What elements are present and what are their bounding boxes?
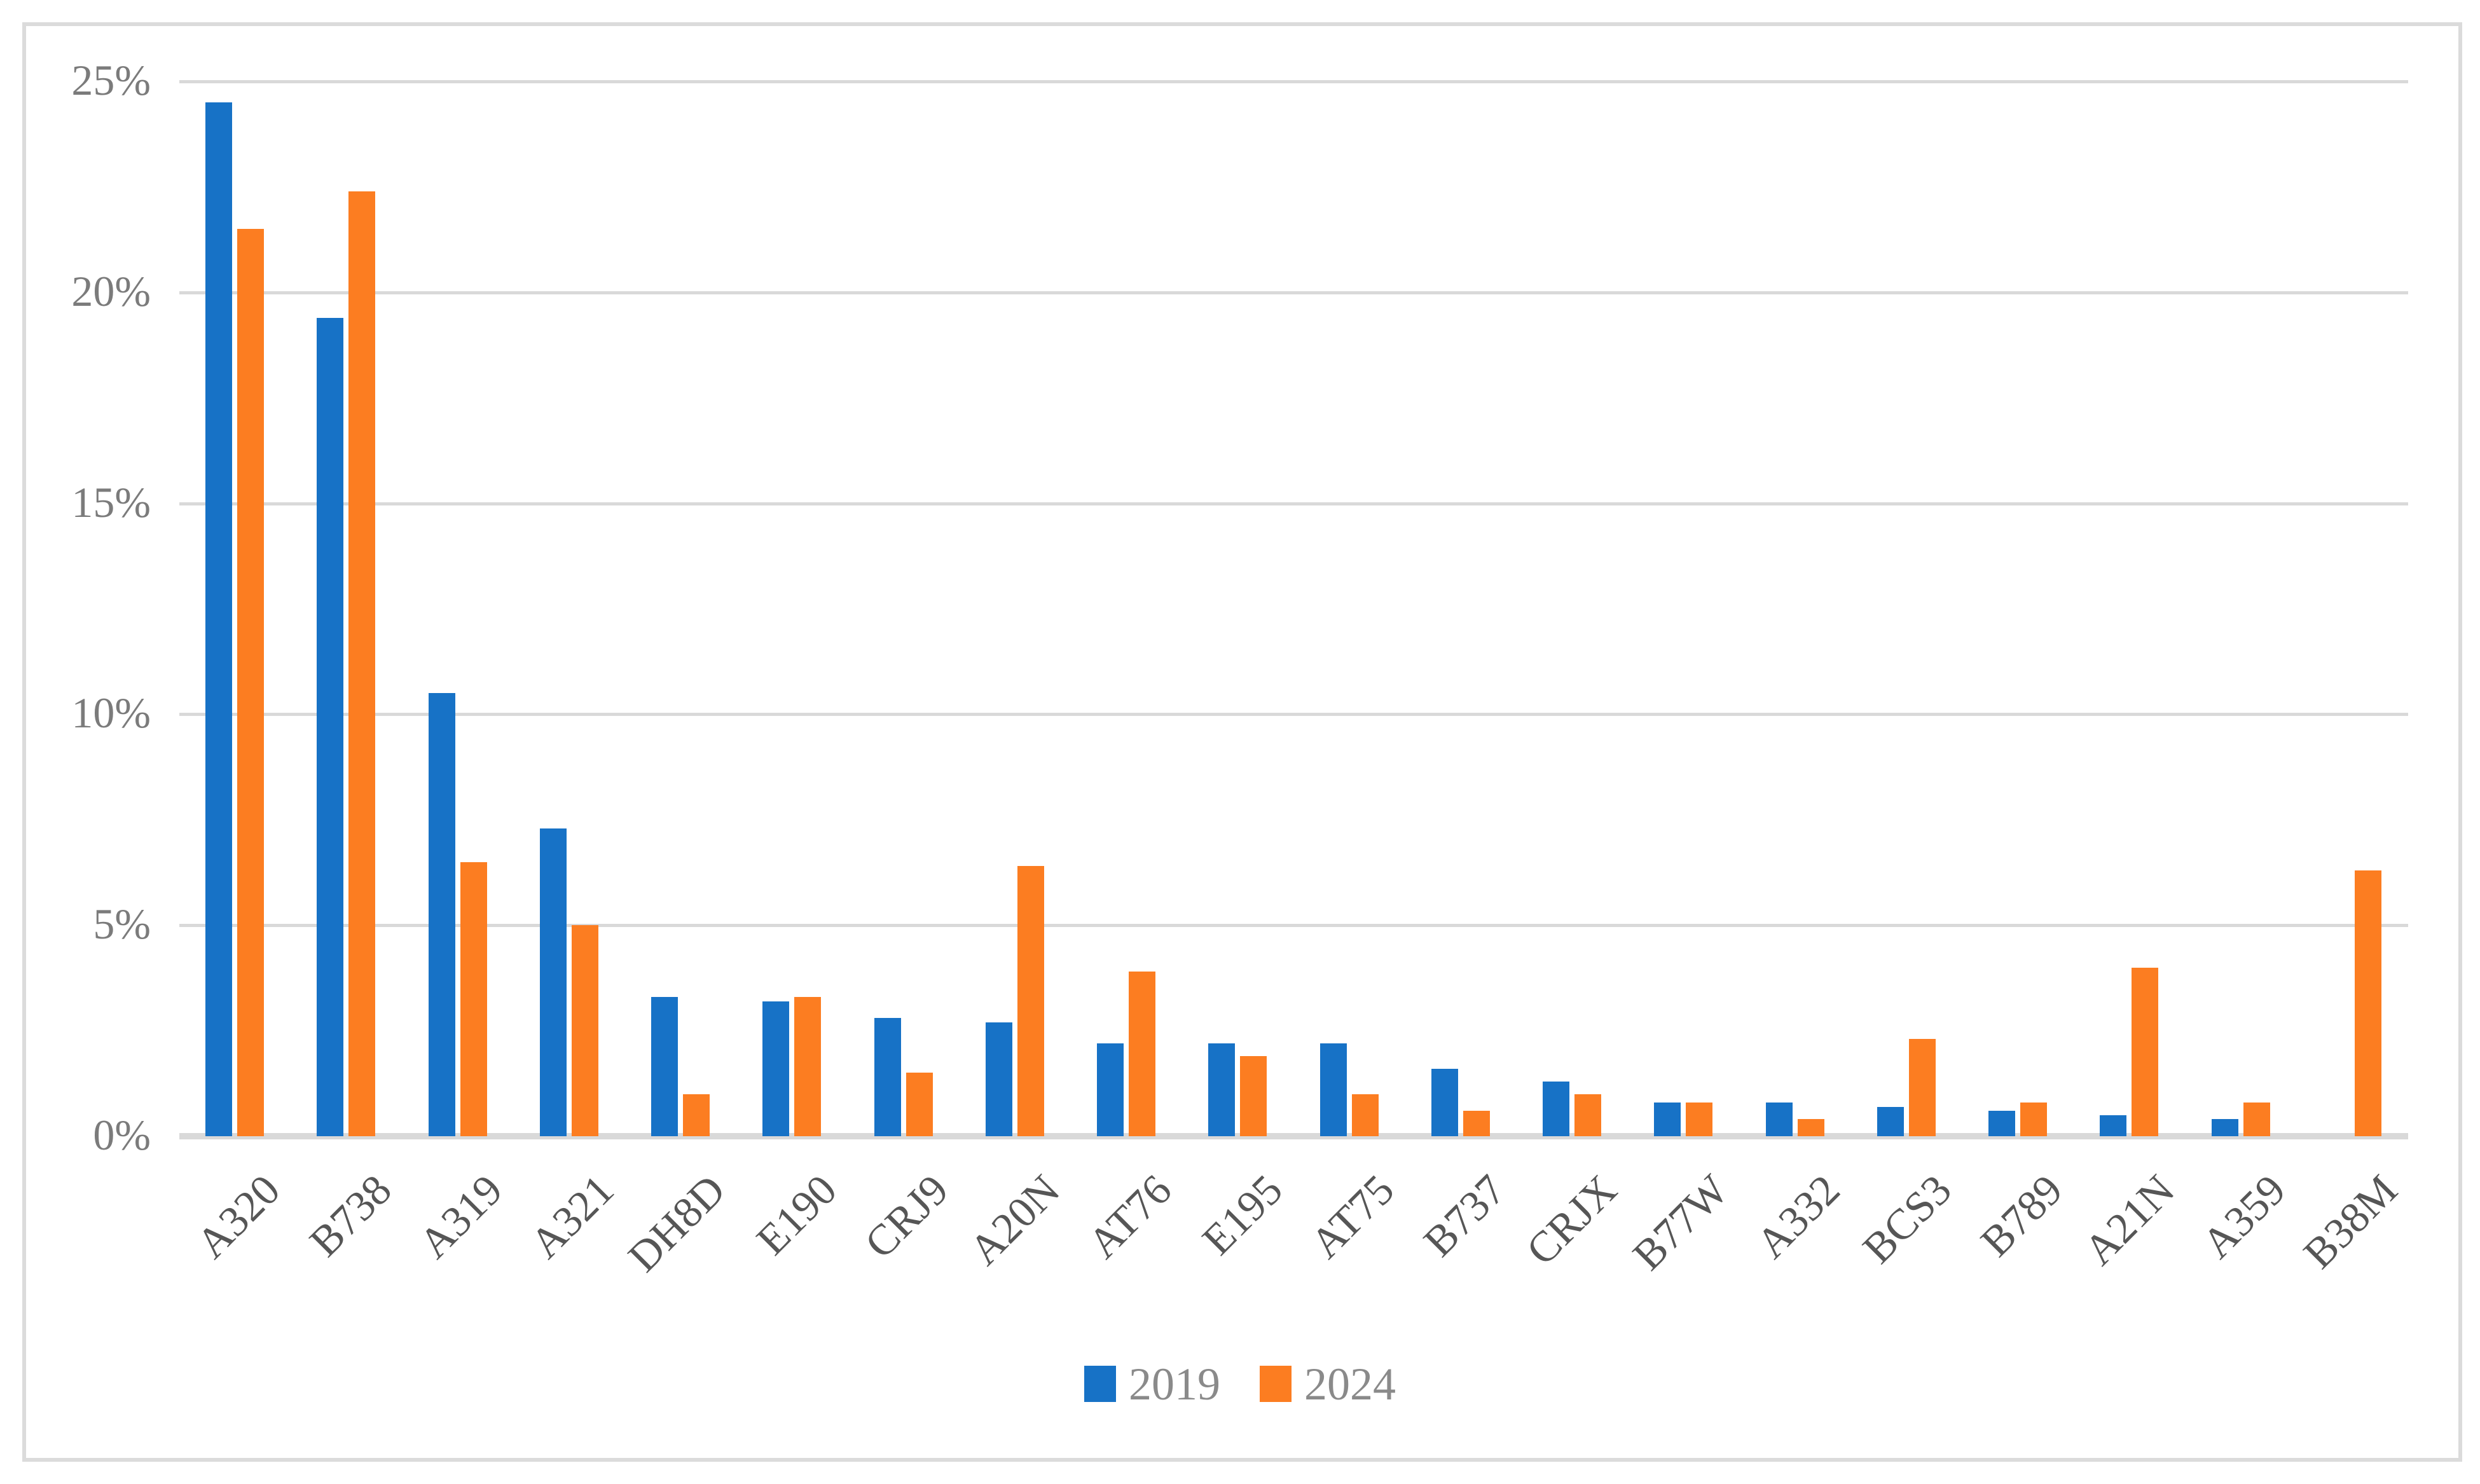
bar-2024-B789: [2020, 1102, 2047, 1136]
legend: 2019 2024: [0, 1361, 2480, 1408]
y-tick-label-20%: 20%: [71, 266, 151, 315]
bar-2019-CRJX: [1543, 1081, 1569, 1136]
bar-2024-B737: [1463, 1111, 1490, 1136]
bar-2024-DH8D: [683, 1094, 710, 1136]
x-axis-labels: A320 B738 A319 A321 DH8D E190 CRJ9 A20N AT76 E195…: [179, 1165, 2408, 1394]
x-tick-label-A359: A359: [2192, 1165, 2295, 1268]
chart-border-frame: [22, 22, 2462, 1462]
bar-2019-A319: [428, 693, 455, 1136]
x-tick-label-A332: A332: [1746, 1165, 1849, 1268]
bar-2024-B738: [348, 191, 376, 1136]
x-tick-label-B77W: B77W: [1623, 1165, 1738, 1279]
x-tick-label-A21N: A21N: [2074, 1165, 2184, 1274]
x-tick-label-A20N: A20N: [960, 1165, 1069, 1274]
x-tick-label-A320: A320: [186, 1165, 289, 1268]
x-tick-label-AT76: AT76: [1078, 1165, 1181, 1268]
bar-2019-BCS3: [1877, 1106, 1904, 1136]
x-tick-label-B737: B737: [1414, 1165, 1515, 1266]
bar-2024-A332: [1797, 1119, 1824, 1136]
x-tick-label-AT75: AT75: [1300, 1165, 1403, 1268]
bar-2019-CRJ9: [874, 1018, 901, 1136]
bar-2024-CRJX: [1574, 1094, 1601, 1136]
bar-2019-AT76: [1097, 1043, 1124, 1136]
y-tick-label-15%: 15%: [71, 477, 151, 526]
x-tick-label-E190: E190: [747, 1165, 846, 1264]
x-tick-label-B738: B738: [300, 1165, 401, 1266]
bar-2019-A320: [205, 102, 232, 1136]
x-tick-label-B38M: B38M: [2294, 1165, 2406, 1278]
bar-2024-A319: [460, 862, 487, 1136]
x-tick-label-A319: A319: [409, 1165, 512, 1268]
bar-2024-B38M: [2354, 870, 2381, 1136]
x-tick-label-A321: A321: [521, 1165, 623, 1268]
bar-2019-A321: [539, 828, 567, 1136]
bar-2024-E195: [1240, 1055, 1267, 1136]
legend-item-2019: 2019: [1084, 1361, 1220, 1408]
bar-2024-A321: [571, 925, 598, 1136]
legend-swatch-2024: [1260, 1366, 1292, 1402]
bar-2019-AT75: [1319, 1043, 1347, 1136]
bar-2024-AT75: [1351, 1094, 1379, 1136]
legend-swatch-2019: [1084, 1366, 1116, 1402]
bar-2019-E195: [1208, 1043, 1236, 1136]
bar-2024-A20N: [1017, 866, 1044, 1136]
y-tick-label-5%: 5%: [93, 900, 151, 949]
gridline-10%: [179, 713, 2408, 717]
x-tick-label-E195: E195: [1193, 1165, 1292, 1264]
bar-2019-B738: [317, 317, 344, 1136]
legend-label-2024: 2024: [1304, 1359, 1396, 1410]
bar-2019-B789: [1988, 1111, 2015, 1136]
y-axis: 0% 5% 10% 15% 20% 25%: [0, 56, 151, 1159]
bar-2019-DH8D: [651, 997, 678, 1136]
y-tick-label-25%: 25%: [71, 55, 151, 104]
y-tick-label-0%: 0%: [93, 1110, 151, 1159]
plot-area: [179, 80, 2408, 1139]
bar-2019-E190: [762, 1001, 790, 1136]
y-tick-label-10%: 10%: [71, 689, 151, 738]
bar-2024-A21N: [2132, 967, 2159, 1136]
gridline-5%: [179, 924, 2408, 928]
x-tick-label-B789: B789: [1971, 1165, 2072, 1266]
x-tick-label-CRJX: CRJX: [1517, 1165, 1627, 1275]
bar-2024-AT76: [1129, 972, 1155, 1136]
x-tick-label-DH8D: DH8D: [619, 1165, 735, 1281]
bar-2024-A320: [237, 229, 264, 1136]
bar-2024-B77W: [1686, 1102, 1713, 1136]
legend-item-2024: 2024: [1260, 1361, 1396, 1408]
bar-2024-E190: [794, 997, 822, 1136]
x-axis-line: [179, 1133, 2408, 1139]
bar-2024-A359: [2243, 1102, 2270, 1136]
bar-2024-BCS3: [1908, 1039, 1936, 1136]
bar-2019-A332: [1765, 1102, 1793, 1136]
gridline-25%: [179, 80, 2408, 83]
bar-2019-A359: [2211, 1119, 2238, 1136]
legend-label-2019: 2019: [1129, 1359, 1220, 1410]
x-tick-label-CRJ9: CRJ9: [855, 1165, 958, 1268]
bar-2019-B737: [1431, 1068, 1458, 1136]
gridline-20%: [179, 291, 2408, 294]
bar-2019-A21N: [2100, 1115, 2127, 1136]
x-tick-label-BCS3: BCS3: [1853, 1165, 1960, 1273]
bar-2019-B77W: [1654, 1102, 1681, 1136]
bar-2019-A20N: [985, 1022, 1012, 1136]
bar-2024-CRJ9: [906, 1073, 933, 1136]
gridline-15%: [179, 502, 2408, 505]
